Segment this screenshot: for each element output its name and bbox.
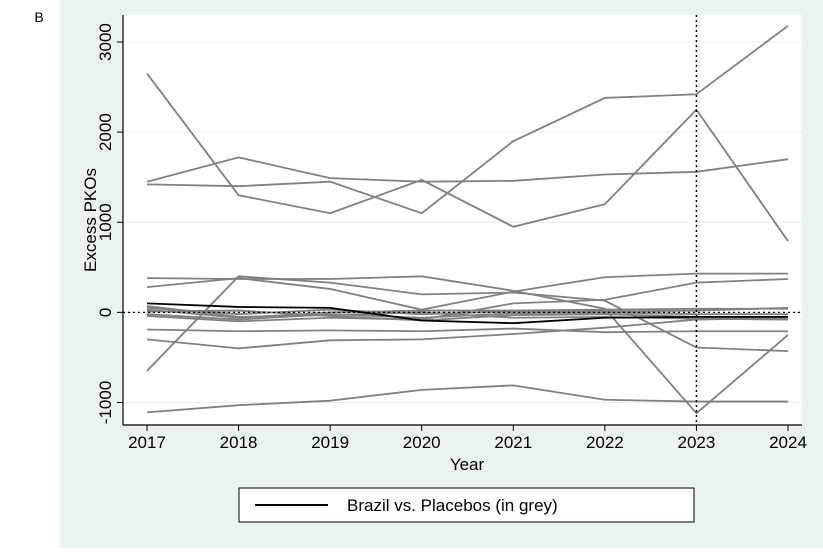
placebo-line	[146, 272, 788, 311]
y-tick-label: 2000	[96, 113, 115, 151]
y-tick-label: 1000	[96, 203, 115, 241]
x-tick-label: 2022	[586, 433, 624, 452]
placebo-line	[146, 275, 789, 372]
x-tick-label: 2024	[769, 433, 807, 452]
placebo-line	[146, 305, 789, 321]
plot-area	[123, 15, 802, 425]
y-axis-title: Excess PKOs	[81, 168, 100, 272]
placebo-line	[146, 25, 789, 215]
x-tick-label: 2021	[494, 433, 532, 452]
y-tick-label: 3000	[96, 23, 115, 61]
panel-label: B	[34, 9, 43, 25]
x-tick-label: 2017	[128, 433, 166, 452]
placebo-line	[146, 306, 789, 316]
x-tick-label: 2019	[311, 433, 349, 452]
axes: 2017 2018 2019 2020 2021 2022 2023 2024 -1000 0 10…	[96, 15, 807, 452]
series-lines	[146, 25, 789, 415]
placebo-line	[146, 384, 788, 414]
placebo-line	[146, 327, 788, 334]
y-tick-label: -1000	[96, 381, 115, 424]
x-tick-label: 2020	[403, 433, 441, 452]
brazil-line	[146, 302, 788, 325]
placebo-line	[146, 316, 789, 350]
x-tick-label: 2018	[220, 433, 258, 452]
legend: Brazil vs. Placebos (in grey)	[238, 487, 695, 523]
x-tick-label: 2023	[678, 433, 716, 452]
y-tick-label: 0	[96, 308, 115, 317]
placebo-line	[146, 156, 789, 183]
placebo-line	[146, 73, 789, 242]
placebo-line	[146, 278, 789, 323]
legend-label: Brazil vs. Placebos (in grey)	[347, 496, 558, 515]
x-axis-title: Year	[450, 455, 485, 474]
reference-lines	[123, 15, 802, 425]
